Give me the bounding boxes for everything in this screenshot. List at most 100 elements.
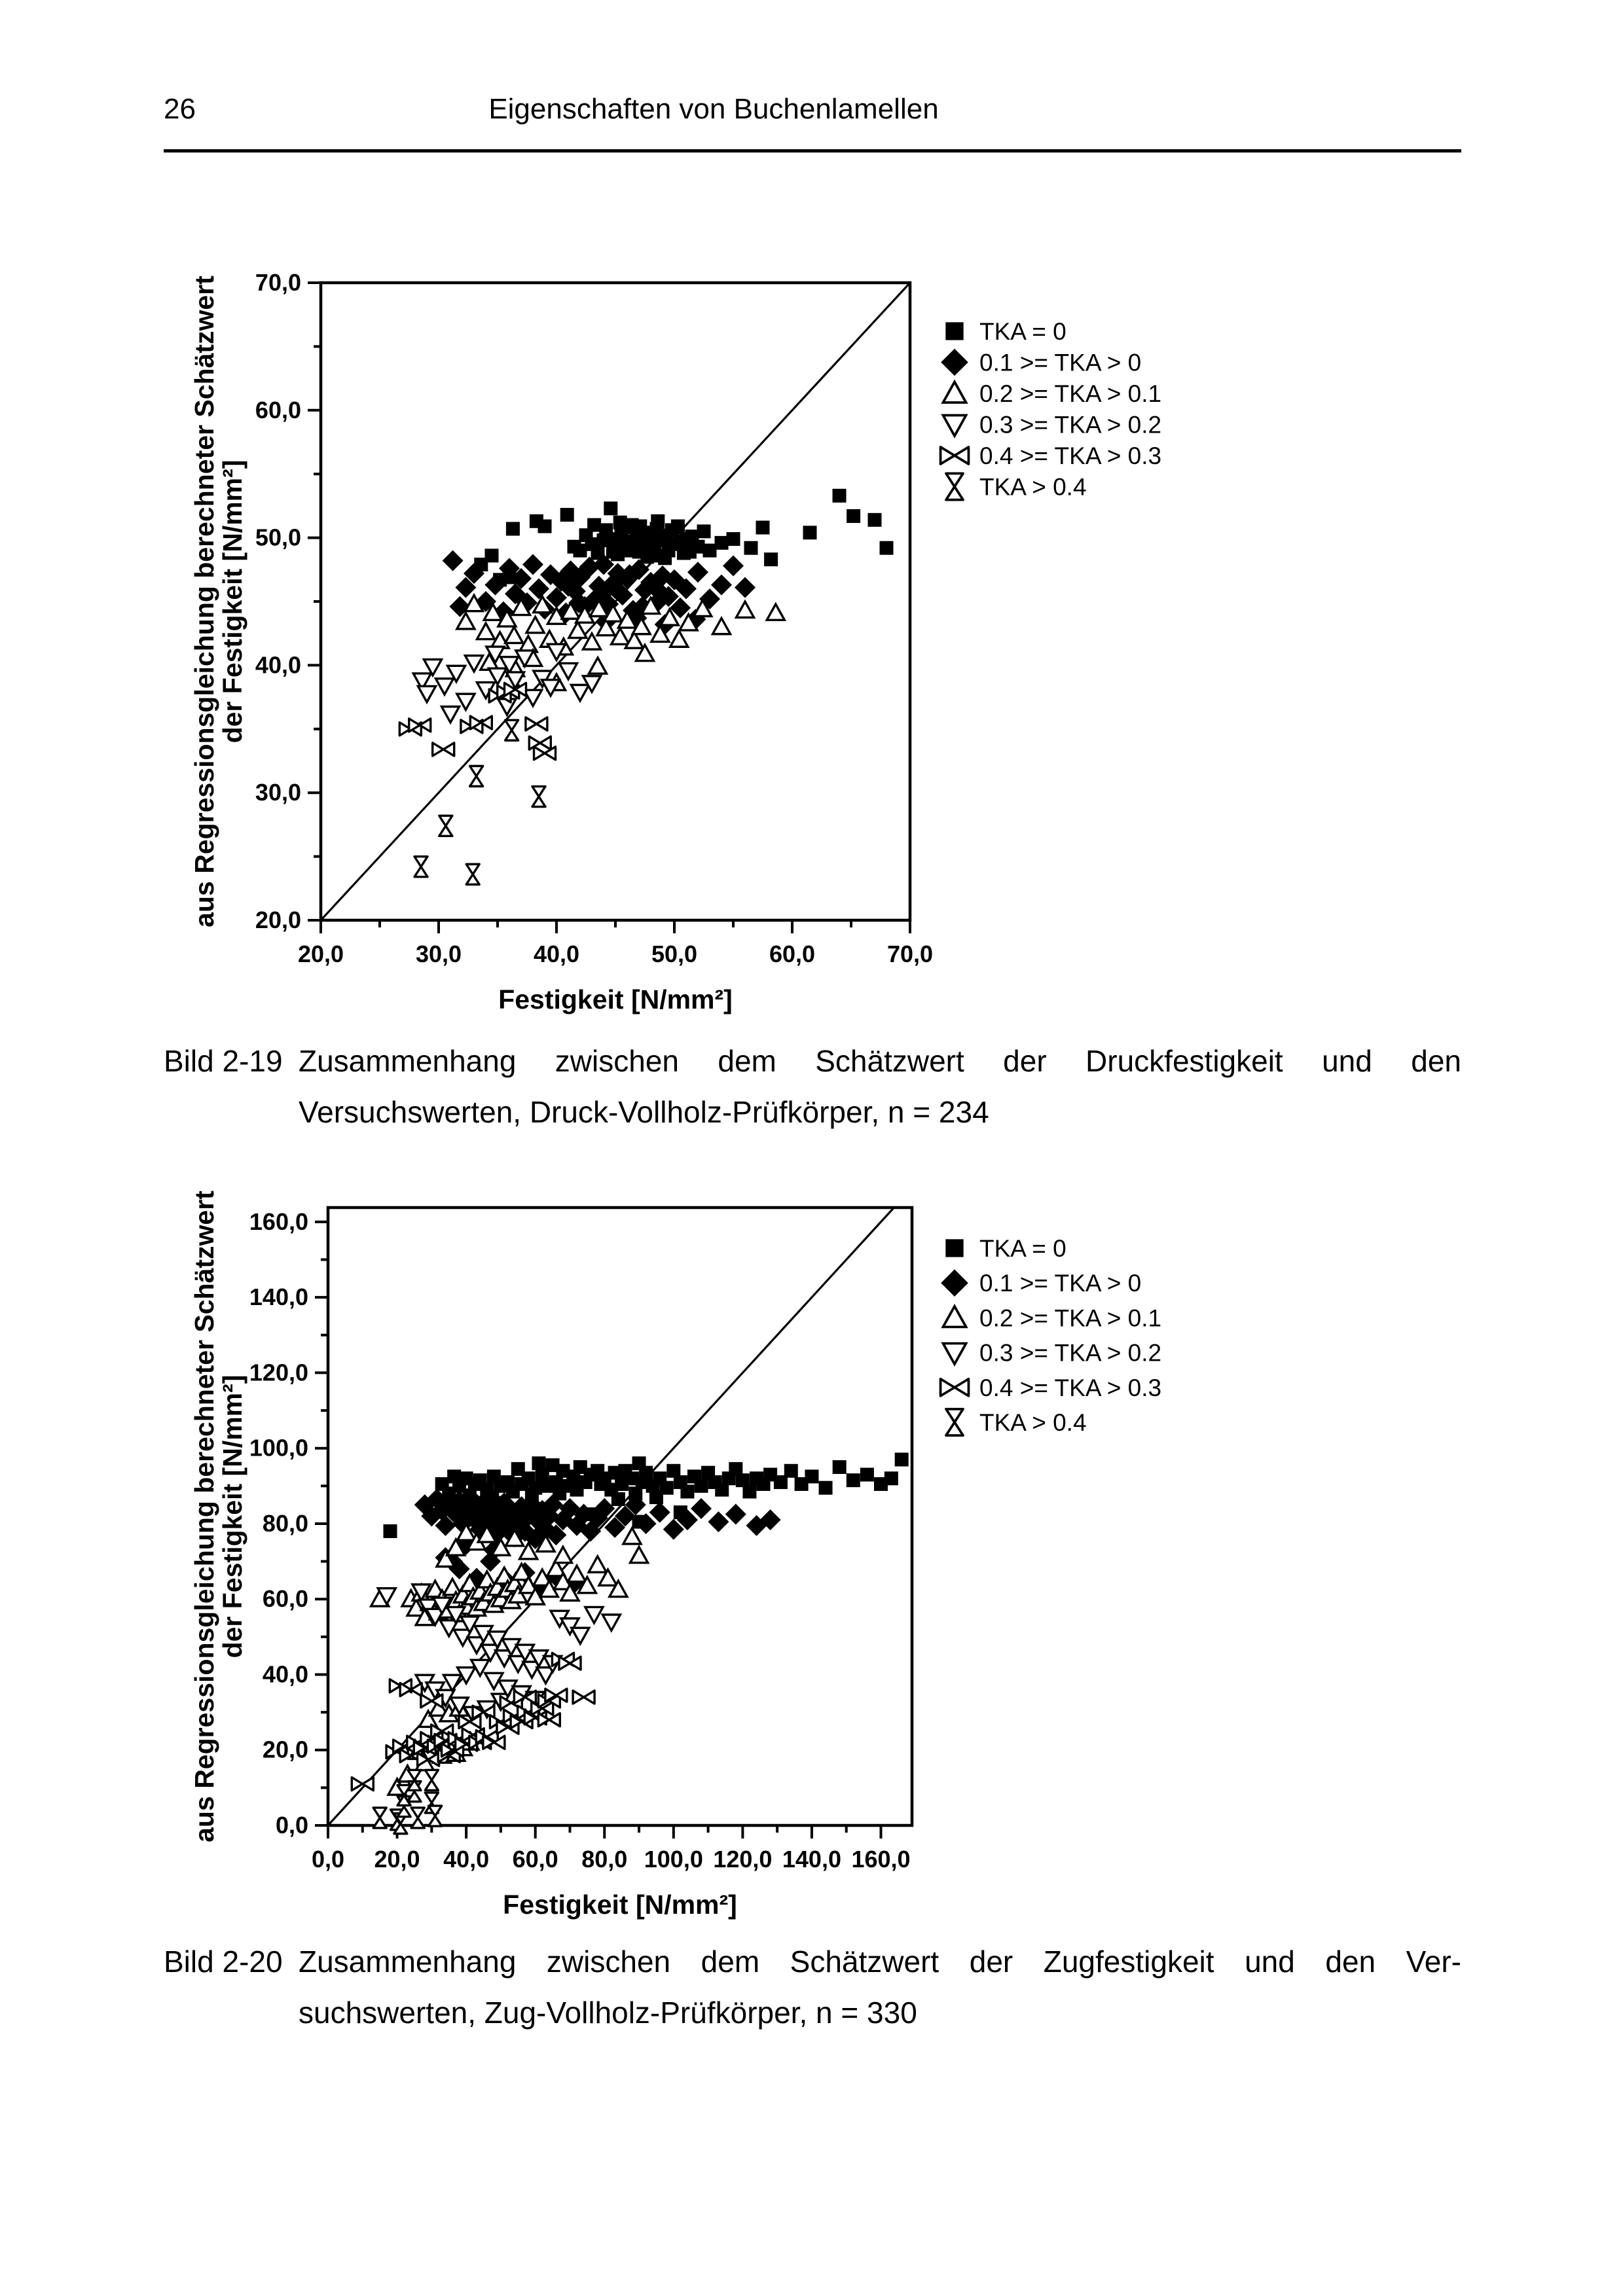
marker-bowtie-open xyxy=(420,1693,444,1709)
page-header-title: Eigenschaften von Buchenlamellen xyxy=(488,93,939,125)
marker-square-filled xyxy=(744,541,758,555)
marker-triangle-up-open xyxy=(511,1561,532,1581)
legend: TKA = 0 0.1 >= TKA > 0 0.2 >= TKA > 0.1 0.3… xyxy=(939,318,1161,501)
marker-diamond-filled xyxy=(670,597,691,619)
caption-label: Bild 2-20 xyxy=(164,1945,283,1979)
marker-square-filled xyxy=(549,1475,563,1490)
series-diamond-filled xyxy=(442,550,756,636)
marker-square-filled xyxy=(794,1477,809,1491)
marker-square-filled xyxy=(560,508,574,522)
marker-hourglass-open xyxy=(410,1806,426,1829)
marker-triangle-down-open xyxy=(439,705,462,725)
marker-diamond-filled xyxy=(725,1503,746,1525)
marker-square-filled xyxy=(714,535,729,550)
marker-bowtie-open xyxy=(482,1734,506,1750)
marker-triangle-down-open xyxy=(463,655,485,674)
marker-triangle-down-open xyxy=(569,683,591,704)
legend-label: TKA > 0.4 xyxy=(979,474,1087,501)
marker-triangle-down-open xyxy=(410,1583,432,1603)
marker-triangle-up-open xyxy=(559,1582,581,1602)
marker-diamond-filled xyxy=(455,577,477,598)
marker-square-filled xyxy=(587,518,602,532)
marker-bowtie-open xyxy=(558,1655,582,1671)
marker-bowtie-open xyxy=(469,715,493,730)
marker-diamond-filled xyxy=(593,554,614,575)
marker-triangle-down-open xyxy=(500,1638,522,1658)
figure-caption-bild-2-19: Bild 2-19 Zusammenhang zwischen dem Schä… xyxy=(164,1035,1461,1138)
marker-diamond-filled xyxy=(484,574,506,596)
x-tick-label: 40,0 xyxy=(534,941,579,967)
marker-hourglass-open xyxy=(531,785,547,808)
marker-square-filled xyxy=(846,1473,860,1488)
marker-square-filled xyxy=(556,1463,570,1478)
marker-triangle-down-open xyxy=(504,671,526,691)
marker-triangle-down-open xyxy=(431,1596,453,1616)
marker-square-filled xyxy=(860,1467,874,1482)
marker-square-filled xyxy=(545,1458,560,1473)
marker-bowtie-open xyxy=(544,1687,568,1703)
marker-triangle-down-open xyxy=(522,689,544,709)
marker-triangle-up-open xyxy=(765,601,787,622)
marker-diamond-filled xyxy=(691,1498,712,1519)
marker-triangle-up-open xyxy=(595,617,617,637)
marker-triangle-down-open xyxy=(497,1679,519,1699)
caption-line: Zusammenhang zwischen dem Schätzwert der… xyxy=(299,1044,1461,1078)
marker-square-filled xyxy=(884,1471,898,1486)
marker-bowtie-open xyxy=(532,745,557,761)
marker-triangle-up-open xyxy=(941,379,968,404)
marker-diamond-filled xyxy=(649,1501,670,1523)
marker-triangle-down-open xyxy=(559,1617,581,1637)
y-tick-label: 20,0 xyxy=(255,906,301,933)
marker-triangle-down-open xyxy=(514,649,536,669)
legend-label: 0.3 >= TKA > 0.2 xyxy=(979,412,1161,439)
marker-square-filled xyxy=(784,1463,798,1478)
marker-square-filled xyxy=(535,1467,549,1482)
marker-triangle-down-open xyxy=(569,1626,591,1646)
marker-triangle-down-open xyxy=(600,1613,623,1633)
series-bowtie-open xyxy=(350,1651,596,1792)
identity-line xyxy=(327,1206,895,1827)
marker-hourglass-open xyxy=(396,1784,412,1807)
marker-hourglass-open xyxy=(427,1804,443,1827)
series-hourglass-open xyxy=(413,719,547,886)
marker-triangle-up-open xyxy=(587,655,609,675)
marker-triangle-up-open xyxy=(435,1548,456,1568)
marker-diamond-filled xyxy=(546,587,567,609)
marker-bowtie-open xyxy=(939,1377,970,1397)
marker-triangle-up-open xyxy=(587,1554,609,1573)
marker-triangle-down-open xyxy=(484,645,506,665)
marker-triangle-up-open xyxy=(609,626,631,646)
series-hourglass-open xyxy=(372,1768,443,1835)
marker-triangle-down-open xyxy=(581,675,603,694)
marker-diamond-filled xyxy=(658,586,679,607)
marker-square-filled xyxy=(715,1482,729,1497)
marker-diamond-filled xyxy=(528,578,549,600)
marker-square-filled xyxy=(615,1477,629,1491)
marker-triangle-up-open xyxy=(597,1567,619,1587)
y-axis-title-line: aus Regressionsgleichung berechneter Sch… xyxy=(189,276,219,927)
y-tick-label: 80,0 xyxy=(263,1510,308,1537)
marker-triangle-up-open xyxy=(691,598,714,618)
marker-triangle-up-open xyxy=(560,600,581,620)
marker-triangle-down-open xyxy=(528,1649,550,1669)
y-tick-label: 40,0 xyxy=(263,1660,308,1687)
header-rule xyxy=(164,149,1461,152)
marker-square-filled xyxy=(538,519,552,533)
series-square-filled xyxy=(383,1452,909,1538)
x-tick-label: 160,0 xyxy=(851,1846,910,1873)
marker-triangle-up-open xyxy=(588,598,610,618)
marker-bowtie-open xyxy=(431,742,456,757)
marker-hourglass-open xyxy=(945,472,964,501)
marker-triangle-up-open xyxy=(640,595,662,615)
marker-triangle-down-open xyxy=(433,677,456,697)
marker-square-filled xyxy=(659,1480,674,1495)
marker-diamond-filled xyxy=(499,558,520,579)
marker-triangle-down-open xyxy=(498,655,520,675)
marker-triangle-up-open xyxy=(463,592,485,613)
marker-square-filled xyxy=(764,552,778,567)
marker-triangle-up-open xyxy=(417,1708,439,1729)
marker-diamond-filled xyxy=(579,556,600,578)
y-tick-label: 140,0 xyxy=(249,1283,308,1310)
marker-triangle-down-open xyxy=(469,1659,491,1678)
